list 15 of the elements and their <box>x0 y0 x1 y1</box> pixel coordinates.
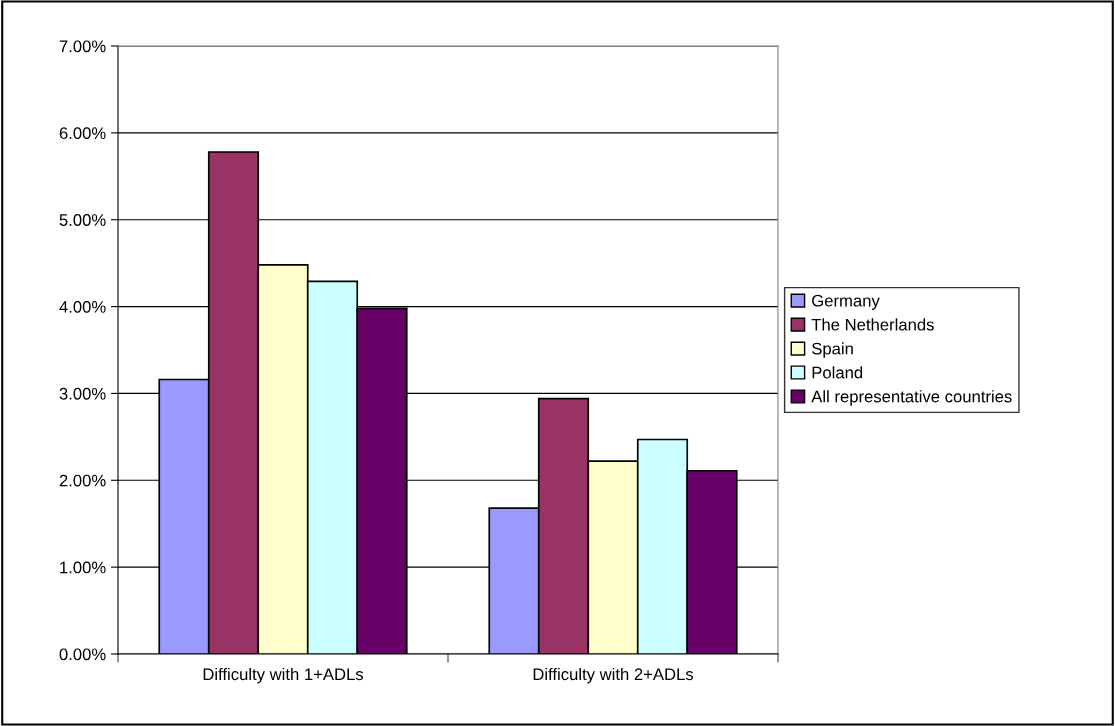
y-tick-label: 1.00% <box>60 561 106 574</box>
legend-label: Poland <box>812 366 863 379</box>
y-tick-label: 0.00% <box>59 648 106 661</box>
y-tick-label: 7.00% <box>59 40 106 53</box>
legend-label: All representative countries <box>811 390 1012 406</box>
x-tick-label: Difficulty with 1+ADLs <box>203 667 364 684</box>
y-tick-label: 5.00% <box>59 214 106 226</box>
legend-label: Spain <box>812 342 853 358</box>
y-tick-label: 2.00% <box>59 474 106 487</box>
y-tick-label: 6.00% <box>59 127 106 140</box>
legend-label: The Netherlands <box>811 318 934 331</box>
x-tick-label: Difficulty with 2+ADLs <box>533 667 694 684</box>
legend-label: Germany <box>812 294 880 310</box>
y-tick-label: 3.00% <box>59 387 106 400</box>
y-tick-label: 4.00% <box>59 300 106 313</box>
